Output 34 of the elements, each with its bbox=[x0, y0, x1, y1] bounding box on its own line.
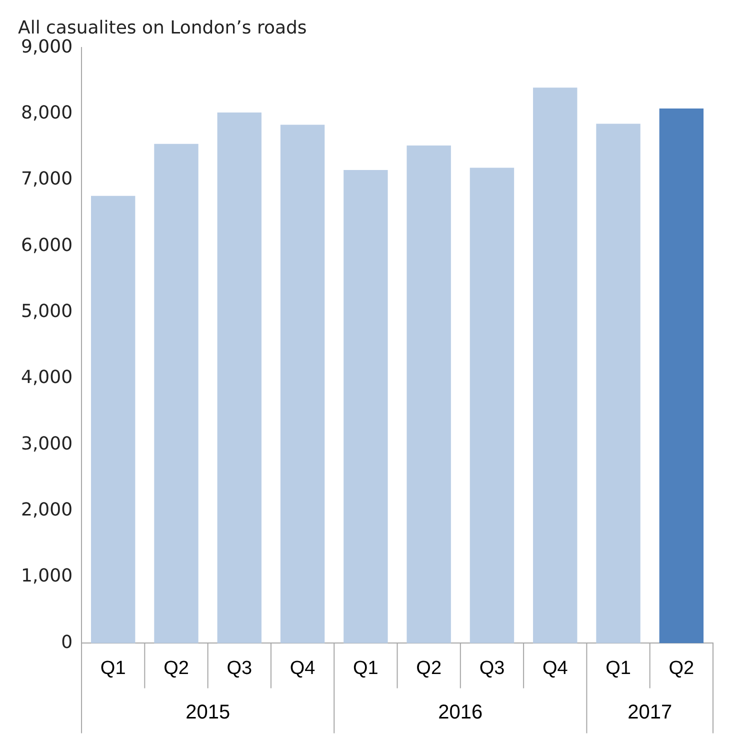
x-tick-label: Q2 bbox=[164, 658, 189, 679]
bar bbox=[406, 146, 451, 644]
x-tick-label: Q3 bbox=[479, 658, 505, 679]
bar bbox=[533, 88, 578, 644]
text: 2015 bbox=[186, 702, 230, 724]
x-tick-label: Q2 bbox=[668, 658, 694, 679]
bar bbox=[280, 124, 325, 644]
bar bbox=[344, 170, 388, 644]
x-tick-label: Q2 bbox=[416, 658, 442, 679]
bar bbox=[470, 168, 514, 644]
text: 2016 bbox=[438, 702, 483, 724]
x-tick-label: Q1 bbox=[353, 658, 378, 679]
bar bbox=[217, 112, 262, 644]
x-tick-label: Q4 bbox=[290, 658, 316, 679]
text: 2017 bbox=[628, 702, 672, 724]
bar bbox=[154, 144, 198, 644]
bar bbox=[91, 196, 136, 644]
y-tick-label: 7,000 bbox=[21, 168, 73, 190]
y-tick-label: 8,000 bbox=[21, 102, 73, 124]
chart-title: All casualites on London’s roads bbox=[18, 17, 307, 38]
y-tick-label: 2,000 bbox=[21, 500, 73, 521]
y-tick-label: 3,000 bbox=[21, 433, 73, 454]
bar bbox=[596, 124, 640, 644]
x-tick-label: Q1 bbox=[606, 658, 631, 679]
y-tick-label: 0 bbox=[61, 632, 73, 653]
y-tick-label: 1,000 bbox=[21, 566, 73, 587]
x-tick-label: Q1 bbox=[100, 658, 126, 679]
y-tick-label: 6,000 bbox=[21, 234, 73, 256]
x-tick-label: Q3 bbox=[226, 658, 252, 679]
y-tick-label: 5,000 bbox=[21, 300, 73, 322]
y-tick-label: 4,000 bbox=[21, 367, 73, 388]
bar bbox=[659, 108, 704, 644]
y-tick-label: 9,000 bbox=[21, 36, 73, 58]
x-tick-label: Q4 bbox=[542, 658, 568, 679]
